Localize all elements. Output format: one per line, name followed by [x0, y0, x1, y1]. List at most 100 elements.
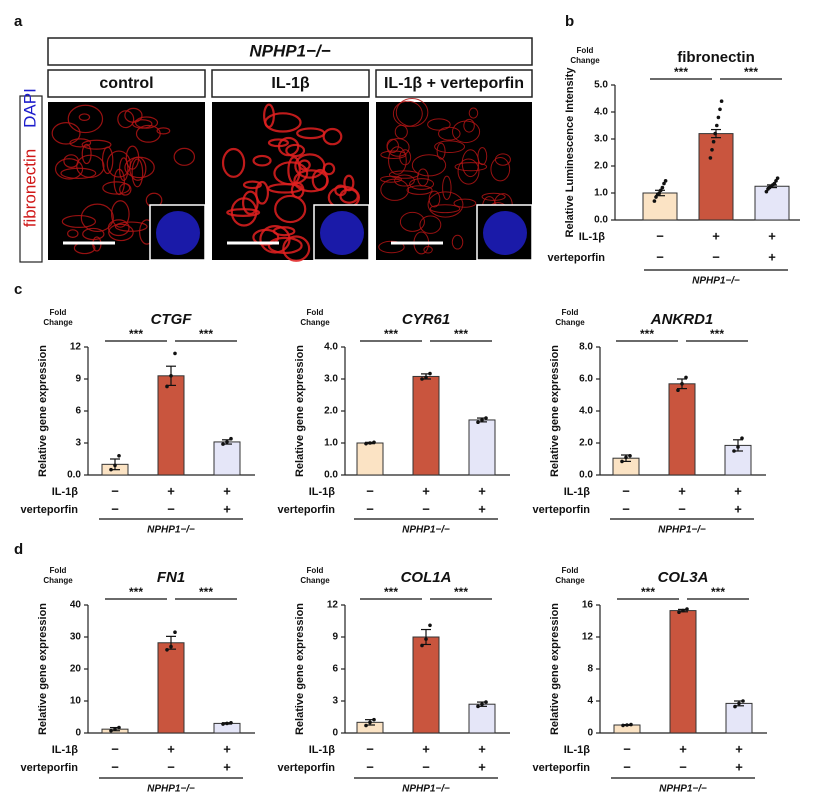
- panel-label: c: [14, 281, 22, 298]
- condition-mark: +: [734, 483, 742, 498]
- y-unit-label: Change: [570, 56, 600, 65]
- y-unit-label: Fold: [50, 308, 67, 317]
- condition-name: verteporfin: [21, 762, 79, 774]
- data-point: [676, 388, 680, 393]
- significance-label: ***: [641, 585, 655, 599]
- fibronectin-signal: [442, 175, 452, 200]
- data-point: [229, 436, 233, 441]
- data-point: [625, 723, 629, 727]
- fibronectin-signal: [259, 225, 291, 254]
- fibronectin-signal: [378, 240, 405, 254]
- data-point: [420, 377, 424, 381]
- data-point: [621, 723, 625, 728]
- fibronectin-signal: [173, 147, 196, 166]
- fibronectin-signal: [490, 156, 511, 182]
- fibronectin-signal: [457, 158, 480, 185]
- y-tick-label: 4.0: [324, 342, 338, 353]
- chart-title: FN1: [157, 569, 185, 586]
- fibronectin-signal: [417, 168, 429, 187]
- data-point: [173, 630, 177, 634]
- fibronectin-signal: [434, 140, 466, 153]
- fibronectin-signal: [477, 147, 488, 166]
- condition-mark: −: [111, 501, 119, 516]
- data-point: [741, 699, 745, 703]
- y-tick-label: 0: [587, 728, 593, 739]
- y-tick-label: 0.0: [324, 470, 338, 481]
- y-unit-label: Change: [555, 576, 585, 585]
- bar: [412, 375, 440, 476]
- bar: [356, 442, 384, 476]
- fibronectin-signal: [274, 194, 307, 224]
- data-point: [476, 704, 480, 709]
- fibronectin-signal: [69, 138, 92, 148]
- fibronectin-signal: [255, 180, 270, 205]
- fibronectin-signal: [380, 150, 407, 159]
- bar: [213, 441, 241, 476]
- data-point: [476, 420, 480, 425]
- bar: [412, 636, 440, 734]
- bar: [642, 192, 678, 221]
- data-point: [484, 416, 488, 420]
- fibronectin-signal: [419, 215, 442, 234]
- chart-title: CYR61: [402, 311, 450, 328]
- fibronectin-signal: [322, 162, 336, 176]
- y-tick-label: 12: [582, 632, 594, 643]
- data-point: [737, 701, 741, 706]
- data-point: [480, 418, 484, 422]
- significance-label: ***: [129, 585, 143, 599]
- panel-label: d: [14, 541, 23, 558]
- condition-mark: +: [478, 501, 486, 516]
- group-label: NPHP1−/−: [659, 784, 707, 795]
- y-tick-label: 2.0: [579, 438, 593, 449]
- fibronectin-signal: [230, 197, 258, 227]
- fibronectin-signal: [388, 170, 420, 179]
- significance-label: ***: [640, 327, 654, 341]
- data-point: [424, 375, 428, 380]
- data-point: [372, 440, 376, 445]
- condition-name: IL-1β: [579, 231, 606, 243]
- y-unit-label: Fold: [562, 308, 579, 317]
- data-point: [775, 176, 780, 180]
- condition-mark: +: [478, 759, 486, 774]
- panel-label: a: [14, 13, 23, 30]
- data-point: [733, 704, 737, 709]
- dapi-nuclei: [483, 211, 527, 255]
- condition-mark: −: [623, 759, 631, 774]
- data-point: [716, 115, 721, 120]
- condition-name: IL-1β: [309, 486, 336, 498]
- condition-name: verteporfin: [548, 252, 606, 264]
- condition-mark: +: [478, 483, 486, 498]
- data-point: [113, 463, 117, 468]
- significance-label: ***: [711, 585, 725, 599]
- fibronectin-signal: [427, 118, 451, 131]
- group-label: NPHP1−/−: [658, 525, 706, 536]
- fibronectin-signal: [60, 167, 97, 179]
- condition-mark: +: [734, 501, 742, 516]
- y-unit-label: Change: [43, 576, 73, 585]
- condition-name: IL-1β: [52, 744, 79, 756]
- condition-mark: +: [735, 759, 743, 774]
- y-tick-label: 1.0: [594, 188, 608, 199]
- condition-mark: −: [366, 741, 374, 756]
- y-axis-label: Relative gene expression: [294, 603, 306, 735]
- data-point: [221, 722, 225, 726]
- data-point: [719, 99, 724, 103]
- group-label: NPHP1−/−: [147, 784, 195, 795]
- condition-name: verteporfin: [21, 504, 79, 516]
- data-point: [659, 188, 663, 193]
- condition-name: IL-1β: [564, 486, 591, 498]
- fibronectin-signal: [108, 223, 134, 242]
- fibronectin-signal: [311, 168, 329, 191]
- fibronectin-signal: [395, 97, 429, 127]
- condition-label: control: [99, 75, 153, 92]
- y-tick-label: 12: [327, 600, 339, 611]
- fibronectin-signal: [463, 118, 475, 133]
- fibronectin-signal: [394, 174, 415, 187]
- data-point: [229, 720, 233, 725]
- condition-mark: −: [111, 759, 119, 774]
- bar: [157, 642, 185, 734]
- y-axis-label: Relative gene expression: [37, 603, 49, 735]
- fibronectin-signal: [427, 191, 464, 218]
- fibronectin-signal: [102, 181, 131, 195]
- condition-mark: −: [167, 759, 175, 774]
